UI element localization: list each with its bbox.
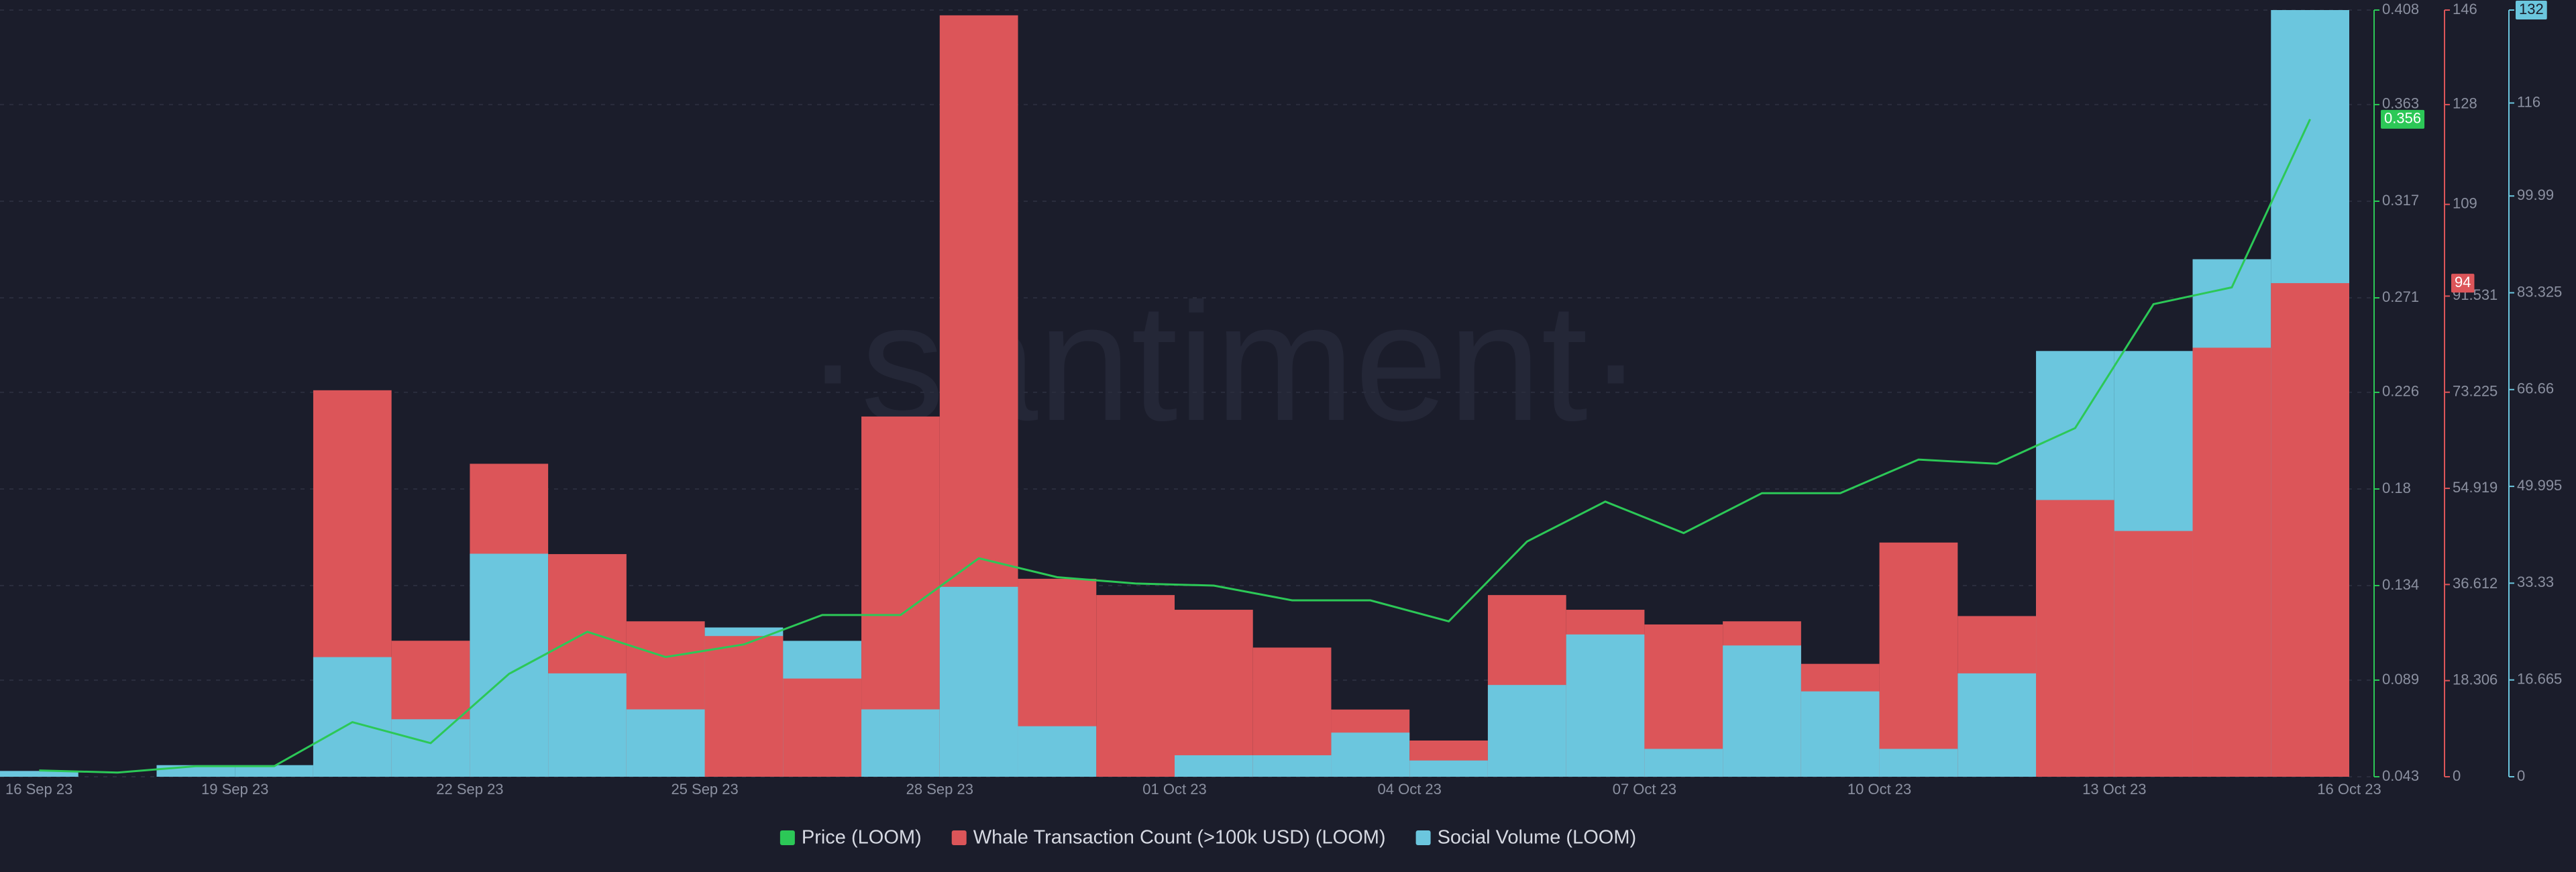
bar <box>2114 531 2193 777</box>
x-tick-label: 04 Oct 23 <box>1378 781 1442 798</box>
y3-tick-label: 116 <box>2517 93 2540 110</box>
legend-label: Whale Transaction Count (>100k USD) (LOO… <box>973 827 1386 849</box>
bar <box>1879 749 1958 777</box>
bar <box>1487 685 1566 777</box>
y2-tick-label: 36.612 <box>2453 575 2498 592</box>
y3-tick-label: 66.66 <box>2517 380 2554 397</box>
y3-tick-label: 99.99 <box>2517 186 2554 203</box>
y-tick-label: 0.18 <box>2382 480 2411 496</box>
bar <box>939 586 1018 777</box>
price-line <box>39 119 2311 774</box>
legend-swatch <box>951 830 967 845</box>
bar <box>0 771 78 777</box>
x-tick-label: 22 Sep 23 <box>436 781 503 798</box>
y2-tick-label: 73.225 <box>2453 383 2498 400</box>
value-badge-label: 132 <box>2519 1 2544 17</box>
y-tick-label: 0.226 <box>2382 383 2419 400</box>
y3-tick-label: 16.665 <box>2517 671 2562 688</box>
bar <box>626 709 705 777</box>
x-tick-label: 13 Oct 23 <box>2082 781 2146 798</box>
y3-tick-label: 49.995 <box>2517 477 2562 494</box>
value-badge-label: 94 <box>2455 274 2471 290</box>
bar <box>1723 645 1801 777</box>
y-tick-label: 0.408 <box>2382 1 2419 17</box>
bar <box>2036 500 2114 777</box>
value-badge <box>2451 274 2475 293</box>
x-tick-label: 25 Sep 23 <box>671 781 738 798</box>
y-tick-label: 0.363 <box>2382 95 2419 112</box>
bar <box>1018 726 1097 777</box>
y-tick-label: 0.043 <box>2382 767 2419 784</box>
bar <box>1175 610 1253 777</box>
bar <box>1331 732 1410 777</box>
bar <box>235 765 313 777</box>
legend-swatch <box>780 830 795 845</box>
bar <box>1252 647 1332 777</box>
legend-label: Social Volume (LOOM) <box>1438 827 1637 849</box>
bar <box>1252 755 1332 777</box>
legend-swatch <box>1415 830 1431 845</box>
bar <box>1879 542 1958 777</box>
bar <box>704 636 784 777</box>
bar <box>391 719 470 777</box>
x-tick-label: 28 Sep 23 <box>906 781 973 798</box>
bar <box>1409 760 1488 777</box>
legend-label: Price (LOOM) <box>802 827 922 849</box>
y2-tick-label: 54.919 <box>2453 479 2498 496</box>
legend: Price (LOOM) Whale Transaction Count (>10… <box>780 827 1636 849</box>
value-badge <box>2516 1 2547 19</box>
bar <box>1957 673 2037 777</box>
y3-tick-label: 33.33 <box>2517 574 2554 590</box>
y2-tick-label: 146 <box>2453 1 2477 17</box>
y2-tick-label: 128 <box>2453 95 2477 112</box>
bar <box>2192 347 2271 777</box>
bar <box>1566 634 1645 777</box>
bar <box>1175 755 1253 777</box>
x-tick-label: 19 Sep 23 <box>201 781 268 798</box>
y2-tick-label: 109 <box>2453 195 2477 211</box>
value-badge <box>2381 109 2425 129</box>
y2-tick-label: 18.306 <box>2453 671 2498 688</box>
y-tick-label: 0.134 <box>2382 576 2419 593</box>
bar <box>470 553 549 777</box>
value-badge-label: 0.356 <box>2384 110 2421 127</box>
x-tick-label: 01 Oct 23 <box>1142 781 1206 798</box>
y3-tick-label: 0 <box>2517 767 2525 784</box>
y3-tick-label: 83.325 <box>2517 283 2562 300</box>
bar <box>548 673 627 777</box>
bar <box>1644 749 1723 777</box>
x-tick-label: 07 Oct 23 <box>1613 781 1676 798</box>
x-tick-label: 10 Oct 23 <box>1847 781 1911 798</box>
bar <box>1801 691 1880 777</box>
y-tick-label: 0.317 <box>2382 192 2419 209</box>
x-tick-label: 16 Oct 23 <box>2317 781 2381 798</box>
bar <box>1096 595 1175 777</box>
x-tick-label: 16 Sep 23 <box>5 781 72 798</box>
bar <box>2271 283 2349 777</box>
bar <box>783 678 862 777</box>
y-tick-label: 0.271 <box>2382 288 2419 305</box>
bar <box>861 709 940 777</box>
y-tick-label: 0.089 <box>2382 671 2419 688</box>
y2-tick-label: 0 <box>2453 767 2461 784</box>
bar <box>313 657 392 777</box>
